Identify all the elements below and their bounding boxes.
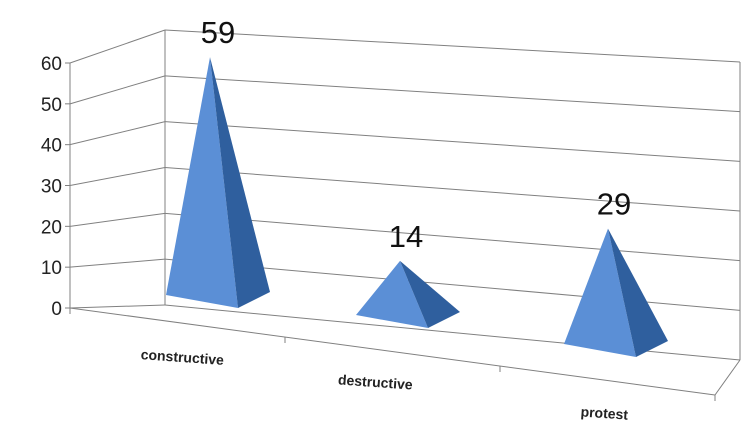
x-axis-front [69, 307, 716, 396]
gridline-back-40 [164, 121, 741, 162]
category-labels: constructive destructive protest [140, 346, 629, 422]
y-tick-label: 10 [41, 258, 62, 279]
gridline-side-40 [69, 121, 166, 146]
pyramid-face-light [564, 228, 636, 357]
data-label: 14 [389, 219, 423, 254]
pyramid-face-dark [608, 228, 668, 357]
data-label: 29 [597, 187, 631, 222]
pyramid-bars [166, 57, 668, 357]
pyramid-constructive [166, 57, 270, 309]
pyramid-face-light [356, 260, 428, 328]
y-tick-label: 40 [41, 136, 62, 157]
floor-right-edge [714, 359, 741, 396]
y-tick-label: 60 [41, 54, 62, 75]
gridline-back-30 [164, 167, 741, 212]
y-tick-label: 20 [41, 217, 62, 238]
pyramid-face-light [166, 57, 238, 309]
pyramid-face-dark [400, 260, 460, 328]
category-label: constructive [140, 346, 224, 368]
gridline-side-50 [69, 75, 166, 105]
gridline-back-50 [164, 75, 741, 113]
gridline-side-30 [69, 167, 166, 186]
data-labels: 59 14 29 [201, 15, 631, 254]
y-tick-labels: 0 10 20 30 40 50 60 [41, 54, 62, 320]
gridline-side-20 [69, 212, 166, 227]
category-label: protest [580, 403, 629, 422]
y-tick-label: 0 [51, 299, 62, 320]
gridline-side-60 [69, 29, 166, 64]
gridline-back-20 [164, 212, 741, 262]
data-label: 59 [201, 15, 235, 50]
y-tick-label: 30 [41, 177, 62, 198]
pyramid-protest [564, 228, 668, 357]
pyramid-face-dark [210, 57, 270, 309]
gridline-side-0 [69, 304, 166, 309]
category-label: destructive [338, 371, 414, 392]
gridline-side-10 [69, 258, 166, 268]
gridline-back-60 [164, 29, 741, 63]
pyramid-destructive [356, 260, 460, 328]
y-tick-label: 50 [41, 95, 62, 116]
